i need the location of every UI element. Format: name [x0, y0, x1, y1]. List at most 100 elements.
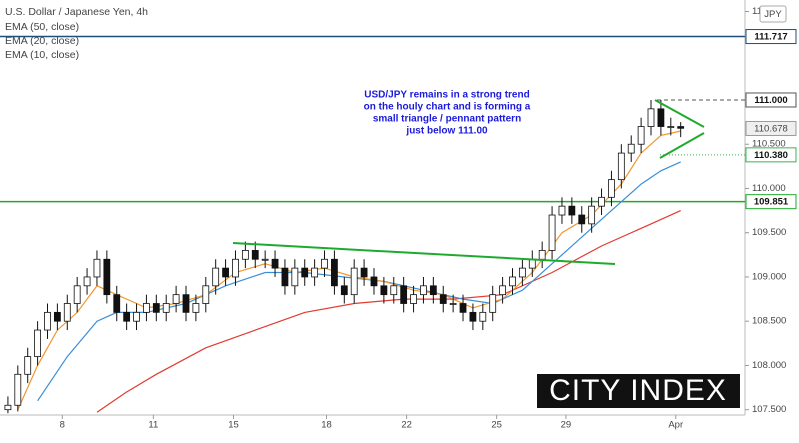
candle-body — [113, 294, 121, 313]
candle-body — [162, 303, 170, 313]
price-label: 110.678 — [754, 123, 788, 134]
x-tick-label: 22 — [401, 420, 412, 431]
candle-body — [350, 267, 358, 296]
candle-body — [410, 294, 417, 304]
currency-label: JPY — [764, 9, 782, 20]
candle-body — [439, 294, 447, 304]
x-tick-label: 18 — [321, 420, 332, 431]
candle-body — [241, 250, 249, 260]
legend-entry: EMA (10, close) — [5, 49, 79, 61]
candle-body — [370, 276, 378, 287]
candle-body — [123, 311, 131, 322]
price-label: 110.380 — [754, 150, 788, 161]
candle-body — [172, 294, 180, 304]
candle-body — [143, 303, 150, 313]
candle-body — [568, 205, 576, 216]
y-tick-label: 108.000 — [752, 360, 786, 371]
price-box — [745, 120, 797, 136]
candle-body — [311, 267, 319, 278]
candle-body — [182, 294, 190, 313]
candle-body — [667, 126, 675, 128]
annotation: USD/JPY remains in a strong trend — [364, 90, 529, 101]
candle-body — [459, 303, 467, 313]
candle-body — [449, 303, 457, 305]
candle-body — [420, 285, 427, 296]
x-tick-label: 25 — [491, 420, 502, 431]
candle-body — [479, 311, 487, 322]
ema-line — [96, 210, 681, 413]
candle-body — [281, 267, 289, 287]
candle-body — [538, 250, 546, 260]
candle-body — [251, 250, 259, 260]
candle-body — [647, 108, 655, 127]
candle-body — [469, 311, 477, 322]
candle-body — [400, 285, 408, 304]
candle-body — [63, 303, 71, 322]
candle-body — [152, 303, 160, 313]
candle-body — [637, 126, 645, 145]
price-label: 111.717 — [754, 32, 787, 43]
candle-body — [518, 267, 526, 278]
candle-body — [489, 294, 497, 313]
candle-body — [627, 143, 635, 154]
candle-body — [202, 285, 210, 304]
candle-body — [528, 258, 536, 269]
candle-body — [271, 258, 279, 269]
candle-body — [133, 311, 140, 322]
currency-badge — [759, 5, 787, 23]
candle-body — [677, 126, 685, 129]
legend-entry: EMA (20, close) — [5, 35, 79, 47]
watermark: CITY INDEX — [549, 374, 727, 407]
candle-body — [44, 311, 51, 331]
y-tick-label: 108.500 — [752, 316, 786, 327]
candle-body — [34, 329, 41, 357]
x-tick-label: 11 — [148, 420, 158, 431]
candle-body — [499, 285, 507, 296]
watermark-box — [537, 374, 740, 408]
candle-body — [380, 285, 388, 296]
candle-body — [617, 152, 625, 181]
candle-body — [558, 205, 566, 216]
y-tick-label: 110.000 — [752, 183, 786, 194]
x-tick-label: 15 — [228, 420, 239, 431]
y-tick-label: 109.000 — [752, 271, 786, 282]
candle-body — [588, 205, 596, 225]
candle-body — [340, 285, 348, 296]
candle-body — [261, 258, 269, 261]
candle-body — [53, 311, 61, 322]
candle-body — [429, 285, 437, 296]
chart-title: U.S. Dollar / Japanese Yen, 4h — [5, 6, 148, 18]
candle-body — [93, 258, 101, 278]
x-tick-label: 29 — [561, 420, 572, 431]
y-tick-label: 110.500 — [752, 139, 786, 150]
candle-body — [578, 214, 586, 225]
candle-body — [192, 303, 200, 313]
annotation: just below 111.00 — [405, 126, 488, 137]
annotation: small triangle / pennant pattern — [373, 114, 521, 125]
candle-body — [331, 258, 338, 287]
legend-entry: EMA (50, close) — [5, 21, 79, 33]
resistance-trendline — [232, 242, 616, 265]
price-box — [745, 29, 797, 45]
annotation: on the houly chart and is forming a — [364, 102, 531, 113]
legend: U.S. Dollar / Japanese Yen, 4h EMA (50, … — [5, 6, 148, 61]
candle-body — [73, 285, 81, 304]
candle-body — [103, 258, 111, 296]
candle-body — [657, 108, 665, 127]
x-tick-label: Apr — [668, 420, 683, 431]
candle-body — [598, 196, 605, 207]
candle-body — [360, 267, 368, 278]
candle-body — [321, 258, 328, 269]
candle-body — [24, 356, 32, 375]
price-label: 111.000 — [754, 95, 787, 106]
pennant-upper — [654, 99, 705, 128]
candle-body — [212, 267, 220, 287]
candle-body — [301, 267, 309, 278]
candle-body — [291, 267, 299, 287]
price-box — [745, 92, 797, 108]
price-box — [745, 194, 797, 210]
pennant-lower — [659, 132, 705, 159]
ema-line — [17, 130, 681, 410]
